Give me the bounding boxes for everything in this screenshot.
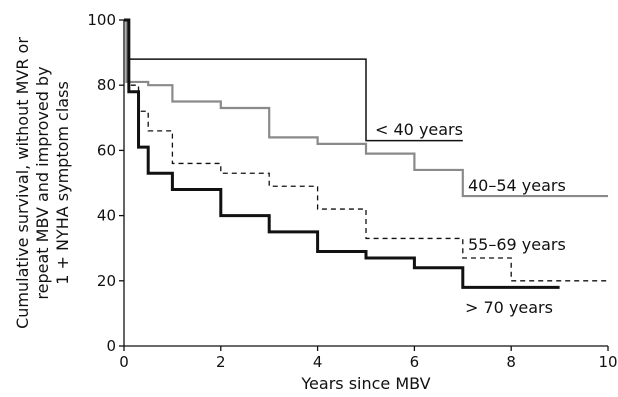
series-line	[124, 18, 608, 198]
series-line	[124, 18, 560, 289]
series-label: < 40 years	[375, 120, 463, 139]
series-label: 55–69 years	[468, 235, 566, 254]
y-axis-label-line: repeat MBV and improved by	[33, 66, 52, 299]
x-axis-label: Years since MBV	[300, 374, 430, 393]
series-label: > 70 years	[465, 298, 553, 317]
x-tick-label: 8	[506, 353, 516, 371]
y-tick-label: 20	[97, 272, 116, 290]
series-label: 40–54 years	[468, 176, 566, 195]
x-tick-label: 4	[313, 353, 323, 371]
y-tick-label: 0	[106, 337, 116, 355]
x-tick-label: 2	[216, 353, 226, 371]
y-tick-label: 80	[97, 76, 116, 94]
y-axis-label-line: Cumulative survival, without MVR or	[13, 37, 32, 329]
x-tick-label: 10	[598, 353, 617, 371]
x-tick-label: 6	[410, 353, 420, 371]
y-tick-label: 100	[87, 11, 116, 29]
axes	[119, 19, 609, 351]
series-layer	[124, 18, 608, 289]
x-tick-label: 0	[119, 353, 129, 371]
y-axis-label-line: 1 + NYHA symptom class	[53, 81, 72, 285]
y-tick-label: 60	[97, 141, 116, 159]
y-tick-label: 40	[97, 207, 116, 225]
